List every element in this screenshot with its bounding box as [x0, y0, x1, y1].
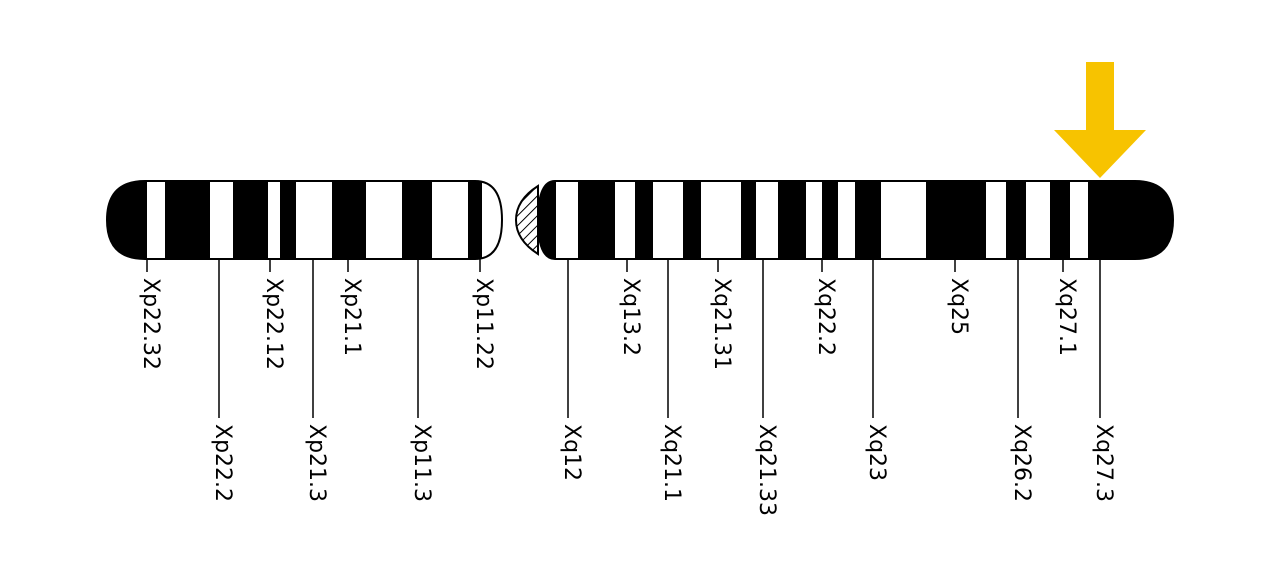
q-arm-band [1070, 181, 1088, 259]
q-arm-band [778, 181, 806, 259]
q-arm-band [701, 181, 741, 259]
p-arm-band [280, 181, 296, 259]
band-label: Xp21.1 [339, 278, 364, 356]
p-arm-band [147, 181, 165, 259]
q-arm-band [926, 181, 986, 259]
band-label: Xp22.12 [261, 278, 286, 370]
q-arm-band [556, 181, 578, 259]
q-arm-band [741, 181, 756, 259]
q-arm-band [635, 181, 653, 259]
q-arm-band [578, 181, 615, 259]
p-arm-band [210, 181, 233, 259]
p-arm-band [468, 181, 482, 259]
band-labels: Xp22.32 Xp22.2 Xp22.12 Xp21.3 Xp21.1 Xp11.3 Xp… [138, 259, 1116, 516]
p-arm [107, 181, 502, 259]
q-arm-band [683, 181, 701, 259]
band-label: Xq22.2 [813, 278, 838, 356]
q-arm-band [1088, 181, 1173, 259]
p-arm-band [432, 181, 468, 259]
band-label: Xp22.32 [138, 278, 163, 370]
band-label: Xq21.1 [659, 424, 684, 502]
p-arm-band [402, 181, 432, 259]
q-arm-band [538, 181, 556, 259]
q-arm-band [986, 181, 1006, 259]
q-arm-band [806, 181, 822, 259]
q-arm-band [1050, 181, 1070, 259]
q-arm-band [1026, 181, 1050, 259]
q-arm-band [881, 181, 926, 259]
band-label: Xq13.2 [618, 278, 643, 356]
band-label: Xq27.3 [1091, 424, 1116, 502]
down-arrow-icon [1054, 62, 1146, 178]
p-arm-outline [105, 180, 504, 260]
band-label: Xp22.2 [210, 424, 235, 502]
centromere [514, 184, 539, 256]
band-label: Xp11.22 [471, 278, 496, 370]
p-arm-band [165, 181, 210, 259]
q-arm-band [838, 181, 855, 259]
band-label: Xq27.1 [1054, 278, 1079, 356]
band-label: Xq21.33 [754, 424, 779, 516]
q-arm-band [855, 181, 881, 259]
band-label: Xp11.3 [409, 424, 434, 502]
p-arm-band [268, 181, 280, 259]
q-arm-band [1006, 181, 1026, 259]
p-arm-band [332, 181, 366, 259]
band-label: Xq23 [864, 424, 889, 481]
q-arm-band [653, 181, 683, 259]
band-label: Xq21.31 [709, 278, 734, 370]
band-label: Xq25 [946, 278, 971, 335]
q-arm-band [615, 181, 635, 259]
band-label: Xq26.2 [1009, 424, 1034, 502]
p-arm-band [233, 181, 268, 259]
band-label: Xp21.3 [304, 424, 329, 502]
q-arm [538, 181, 1173, 259]
q-arm-band [756, 181, 778, 259]
q-arm-outline [536, 180, 1175, 260]
p-arm-band [366, 181, 402, 259]
q-arm-band [822, 181, 838, 259]
p-arm-band [482, 181, 502, 259]
band-label: Xq12 [559, 424, 584, 481]
p-arm-band [296, 181, 332, 259]
